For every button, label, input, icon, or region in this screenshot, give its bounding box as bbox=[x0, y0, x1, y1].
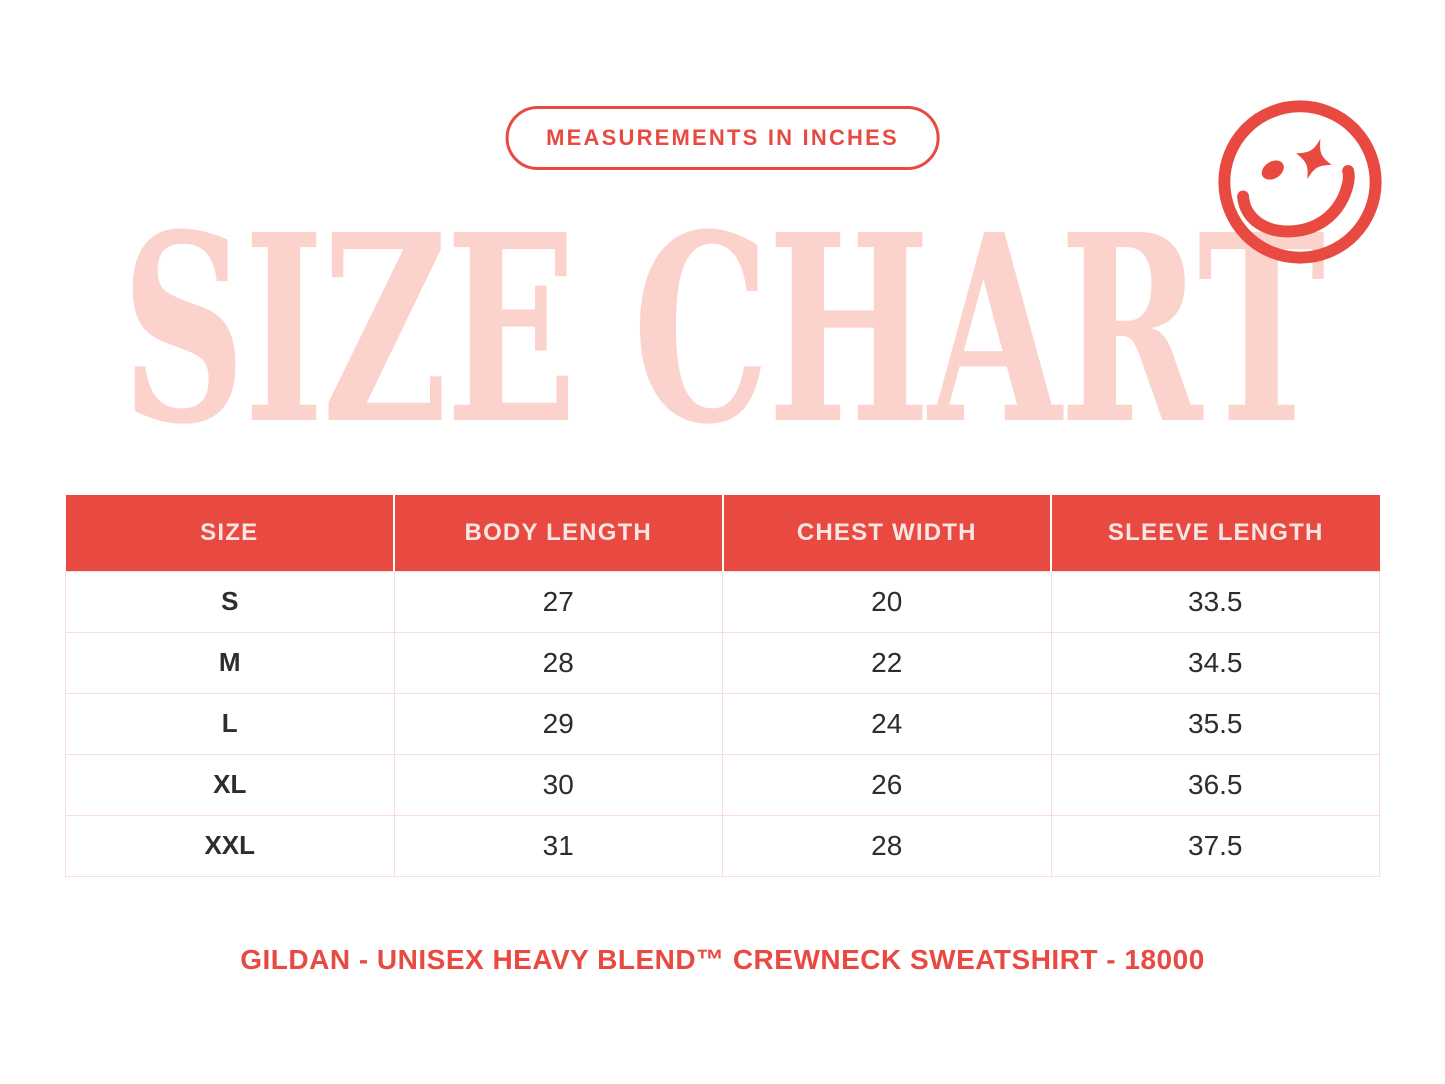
chest-width-cell: 28 bbox=[722, 814, 1052, 877]
smiley-sparkle-eye bbox=[1296, 138, 1332, 180]
table-row-xl: XL 30 26 36.5 bbox=[65, 753, 1380, 816]
size-cell: XXL bbox=[65, 814, 395, 877]
table-row-xxl: XXL 31 28 37.5 bbox=[65, 814, 1380, 877]
smiley-left-eye bbox=[1261, 160, 1284, 180]
size-cell: S bbox=[65, 570, 395, 633]
measurements-badge: MEASUREMENTS IN INCHES bbox=[505, 106, 940, 170]
sleeve-length-cell: 37.5 bbox=[1050, 814, 1380, 877]
chest-width-cell: 20 bbox=[722, 570, 1052, 633]
product-name-caption: GILDAN - UNISEX HEAVY BLEND™ CREWNECK SW… bbox=[240, 944, 1205, 975]
size-chart-table: SIZE BODY LENGTH CHEST WIDTH SLEEVE LENG… bbox=[65, 495, 1380, 877]
chest-width-cell: 24 bbox=[722, 692, 1052, 755]
sleeve-length-cell: 33.5 bbox=[1050, 570, 1380, 633]
table-header: SIZE BODY LENGTH CHEST WIDTH SLEEVE LENG… bbox=[65, 495, 1380, 571]
smiley-mouth bbox=[1237, 165, 1355, 238]
page-title: SIZE CHART bbox=[121, 177, 1326, 482]
smiley-outline bbox=[1218, 100, 1382, 264]
table-row-l: L 29 24 35.5 bbox=[65, 692, 1380, 755]
sleeve-length-cell: 36.5 bbox=[1050, 753, 1380, 816]
column-header-chest-width: CHEST WIDTH bbox=[721, 495, 1051, 571]
body-length-cell: 28 bbox=[393, 631, 723, 694]
size-cell: XL bbox=[65, 753, 395, 816]
body-length-cell: 30 bbox=[393, 753, 723, 816]
sleeve-length-cell: 35.5 bbox=[1050, 692, 1380, 755]
body-length-cell: 27 bbox=[393, 570, 723, 633]
table-row-m: M 28 22 34.5 bbox=[65, 631, 1380, 694]
body-length-cell: 31 bbox=[393, 814, 723, 877]
table-row-s: S 27 20 33.5 bbox=[65, 570, 1380, 633]
body-length-cell: 29 bbox=[393, 692, 723, 755]
chest-width-cell: 26 bbox=[722, 753, 1052, 816]
measurements-badge-label: MEASUREMENTS IN INCHES bbox=[546, 125, 899, 150]
sleeve-length-cell: 34.5 bbox=[1050, 631, 1380, 694]
chest-width-cell: 22 bbox=[722, 631, 1052, 694]
column-header-size: SIZE bbox=[65, 495, 394, 571]
column-header-sleeve-length: SLEEVE LENGTH bbox=[1050, 495, 1380, 571]
column-header-body-length: BODY LENGTH bbox=[393, 495, 723, 571]
size-cell: M bbox=[65, 631, 395, 694]
size-cell: L bbox=[65, 692, 395, 755]
smiley-face-sparkle-eye-icon bbox=[1215, 97, 1385, 267]
